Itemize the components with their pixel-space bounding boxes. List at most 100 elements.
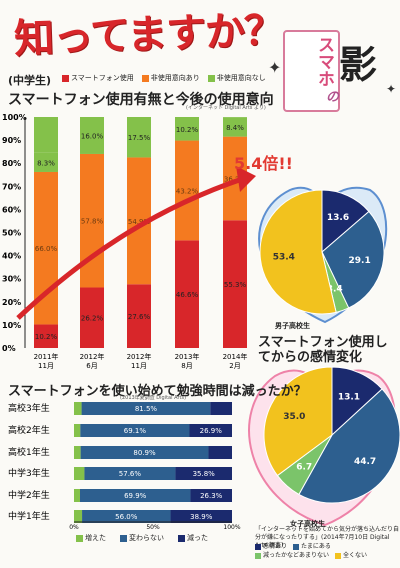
group-label: (中学生) — [8, 74, 52, 87]
bar-segment — [127, 284, 151, 348]
bar-value-label: 16.0% — [81, 132, 104, 140]
x-tick-label: 11月 — [131, 362, 147, 370]
bar-segment — [223, 117, 247, 137]
x-tick-label: 8月 — [181, 362, 192, 370]
growth-arrow — [16, 175, 246, 320]
brand-sumaho: スマホ — [314, 36, 334, 87]
bar-segment — [223, 220, 247, 348]
bar-value-label: 26.2% — [81, 315, 104, 323]
hbar-segment — [74, 489, 81, 502]
bar-value-label: 54.9% — [128, 218, 151, 226]
pie-value-label: 35.0 — [283, 412, 305, 422]
source-label: (2013年夏調査 Digital Arts) — [120, 395, 187, 401]
x-tick-label: 6月 — [86, 362, 97, 370]
hbar-segment — [81, 402, 211, 415]
bar-value-label: 17.5% — [128, 134, 151, 142]
x-tick-label: 50% — [146, 524, 160, 531]
legend-item: 非使用意向なし — [207, 73, 266, 83]
y-tick-label: 10% — [2, 321, 21, 330]
x-tick-label: 2011年 — [34, 352, 59, 361]
legend-item: スマートフォン使用 — [62, 73, 134, 83]
legend-item: 変わらない — [120, 533, 164, 543]
y-tick-label: 90% — [2, 136, 21, 145]
row-label: 高校2年生 — [8, 424, 50, 436]
row-label: 高校3年生 — [8, 402, 50, 414]
brand-kage: 影 — [339, 43, 378, 87]
phone-book-illustration — [283, 30, 340, 112]
survey-note: 「インターネットを始めてから気分が落ち込んだり自分が嫌になったりする」(2014… — [255, 526, 400, 549]
pie2-title: 女子高校生 — [290, 520, 325, 528]
hbar-segment — [208, 446, 232, 459]
bar-segment — [175, 117, 199, 141]
x-tick-label: 2012年 — [127, 352, 152, 361]
row-label: 中学1年生 — [8, 510, 50, 522]
hbar-segment — [80, 489, 191, 502]
x-tick-label: 2月 — [229, 362, 240, 370]
pie-value-label: 44.7 — [354, 457, 376, 467]
hbar-segment — [170, 510, 232, 523]
bar-segment — [34, 152, 58, 172]
pie-legend: 感情あり たまにある 減ったかなどあまりない 全くない — [255, 542, 400, 560]
pie-slice — [298, 388, 400, 504]
hbar-segment — [82, 510, 171, 523]
pie-slice — [331, 366, 383, 437]
bar-value-label: 46.6% — [176, 291, 199, 299]
pie-slice — [263, 366, 333, 477]
hbar-value-label: 56.0% — [115, 513, 138, 521]
row-label: 高校1年生 — [8, 446, 50, 458]
hbar-segment — [74, 446, 81, 459]
growth-arrow-head — [236, 166, 256, 192]
pie1-title: 男子高校生 — [275, 322, 310, 330]
bar-value-label: 10.2% — [35, 333, 58, 341]
row-label: 中学2年生 — [8, 489, 50, 501]
y-tick-label: 30% — [2, 275, 21, 284]
y-tick-label: 60% — [2, 205, 21, 214]
bar-segment — [80, 287, 104, 348]
pie-slice — [321, 189, 370, 254]
x-tick-label: 2013年 — [175, 352, 200, 361]
pie-value-label: 6.7 — [296, 463, 312, 473]
legend-item: 減った — [178, 533, 208, 543]
row-label: 中学3年生 — [8, 467, 50, 479]
hbar-value-label: 81.5% — [135, 405, 158, 413]
x-tick-label: 2014年 — [223, 352, 248, 361]
x-tick-label: 0% — [69, 524, 79, 531]
hbar-value-label: 26.3% — [200, 492, 223, 500]
bar-value-label: 57.8% — [81, 218, 104, 226]
pie-value-label: 13.6 — [327, 213, 349, 223]
bar-value-label: 8.3% — [37, 159, 55, 167]
pie-slice — [259, 189, 337, 315]
x-tick-label: 100% — [223, 524, 240, 531]
y-tick-label: 50% — [2, 229, 21, 238]
hbar-segment — [80, 446, 209, 459]
hbar-value-label: 57.6% — [119, 470, 142, 478]
y-tick-label: 0% — [2, 344, 16, 353]
hbar-value-label: 69.9% — [124, 492, 147, 500]
legend: スマートフォン使用 非使用意向あり 非使用意向なし — [62, 73, 266, 83]
bar-segment — [175, 140, 199, 241]
study-time-title: スマートフォンを使い始めて勉強時間は減ったか？ — [8, 384, 307, 399]
hbar-value-label: 80.9% — [133, 449, 156, 457]
sparkle-icon: ✦ — [268, 58, 282, 77]
hbar-segment — [74, 467, 85, 480]
hbar-segment — [74, 424, 81, 437]
y-tick-label: 80% — [2, 159, 21, 168]
hbar-segment — [74, 402, 82, 415]
bar-value-label: 55.3% — [224, 281, 247, 289]
hbar-value-label: 38.9% — [190, 513, 213, 521]
legend: 増えた 変わらない 減った — [76, 533, 208, 543]
hbar-segment — [175, 467, 232, 480]
bar-segment — [175, 240, 199, 348]
x-tick-label: 11月 — [38, 362, 54, 370]
y-tick-label: 20% — [2, 298, 21, 307]
bar-segment — [34, 117, 58, 153]
y-tick-label: 40% — [2, 252, 21, 261]
pie-value-label: 29.1 — [349, 256, 371, 266]
brand-no: の — [326, 90, 340, 105]
bar-value-label: 10.2% — [176, 126, 199, 134]
source-label: (インターネット Digital Arts より) — [186, 105, 266, 111]
bar-value-label: 8.4% — [226, 124, 244, 132]
hbar-segment — [84, 467, 176, 480]
legend-item: 非使用意向あり — [141, 73, 200, 83]
